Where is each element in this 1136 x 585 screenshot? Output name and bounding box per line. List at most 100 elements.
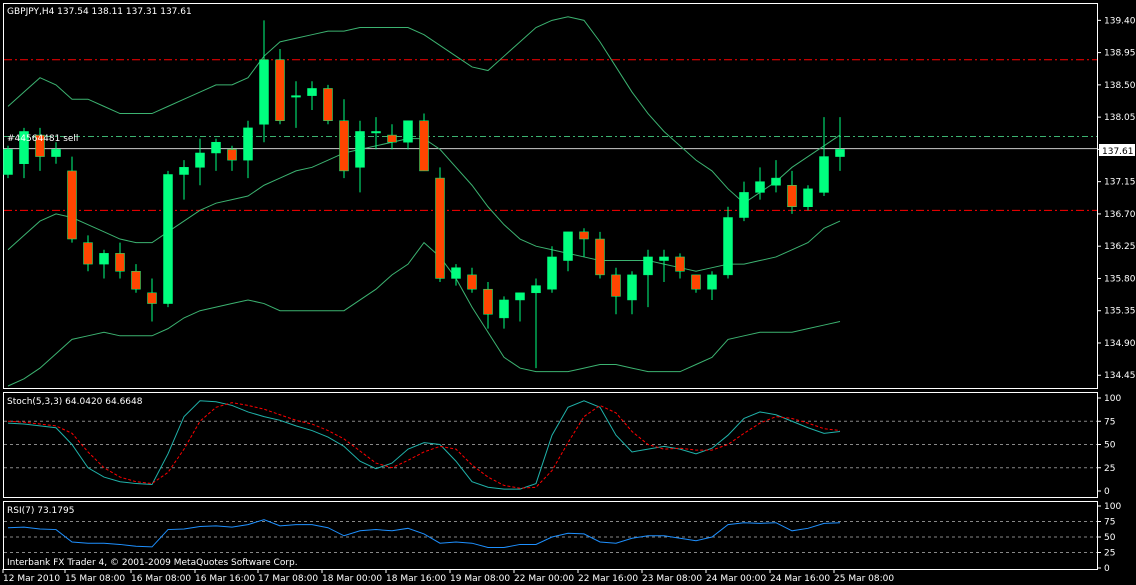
time-tick-label: 16 Mar 16:00	[195, 574, 255, 584]
candle-body	[499, 299, 509, 319]
stoch-axis: 100 75 50 25 0	[1097, 394, 1121, 497]
candle-body	[659, 256, 669, 261]
candle-body	[371, 131, 381, 134]
time-tick-label: 19 Mar 08:00	[450, 574, 510, 584]
candle-body	[147, 292, 157, 304]
candle-body	[83, 242, 93, 265]
candle-body	[387, 134, 397, 143]
candle-body	[99, 253, 109, 265]
bollinger-upper-line	[7, 16, 841, 204]
price-tick-label: 135.80	[1104, 274, 1136, 284]
candle-body	[579, 231, 589, 240]
candle-body	[35, 134, 45, 157]
candle-body	[339, 120, 349, 172]
time-tick-label: 23 Mar 08:00	[642, 574, 702, 584]
candle-body	[51, 149, 61, 157]
candle-body	[563, 231, 573, 261]
stoch-lines	[7, 400, 841, 490]
time-tick-label: 24 Mar 00:00	[706, 574, 766, 584]
time-tick-label: 22 Mar 16:00	[578, 574, 638, 584]
candle-body	[435, 177, 445, 279]
candle-body	[483, 288, 493, 315]
candle-body	[515, 292, 525, 301]
current-price-tag	[1099, 144, 1135, 156]
rsi-tick-label: 25	[1104, 549, 1115, 559]
rsi-pane-title: RSI(7) 73.1795	[7, 506, 74, 516]
time-tick-label: 24 Mar 16:00	[770, 574, 830, 584]
rsi-pane-frame	[3, 501, 1098, 570]
candle-body	[211, 141, 221, 154]
price-tick-label: 138.05	[1104, 113, 1136, 123]
level-lines	[4, 59, 1097, 211]
candle-body	[419, 120, 429, 172]
price-tick-label: 137.15	[1104, 178, 1136, 188]
stoch-pane-title: Stoch(5,3,3) 64.0420 64.6648	[7, 397, 143, 407]
candle-body	[227, 149, 237, 161]
stoch-signal-line	[7, 402, 841, 489]
candle-body	[243, 127, 253, 161]
rsi-line-path	[7, 519, 841, 549]
candle-body	[803, 188, 813, 208]
candle-body	[19, 131, 29, 164]
candle-body	[355, 131, 365, 168]
candle-body	[835, 149, 845, 157]
price-tick-label: 139.40	[1104, 16, 1136, 26]
candle-body	[259, 59, 269, 125]
stoch-tick-label: 50	[1104, 441, 1116, 451]
time-tick-label: 17 Mar 08:00	[258, 574, 318, 584]
time-tick-label: 12 Mar 2010	[3, 574, 60, 584]
stoch-tick-label: 100	[1104, 394, 1121, 404]
rsi-line	[7, 519, 841, 549]
candle-body	[195, 152, 205, 168]
price-tick-label: 134.90	[1104, 339, 1136, 349]
candle-body	[67, 170, 77, 240]
order-label: #44564481 sell	[7, 134, 78, 144]
candle-body	[675, 256, 685, 272]
candle-body	[739, 192, 749, 218]
candle-body	[643, 256, 653, 276]
candle-body	[115, 253, 125, 272]
candle-body	[787, 184, 797, 208]
rsi-tick-label: 100	[1104, 502, 1121, 512]
candle-body	[131, 271, 141, 290]
main-pane-frame	[3, 3, 1098, 389]
rsi-tick-label: 0	[1104, 564, 1110, 574]
price-tick-label: 135.35	[1104, 307, 1136, 317]
candle-body	[611, 274, 621, 297]
stoch-tick-label: 25	[1104, 464, 1115, 474]
copyright-text: Interbank FX Trader 4, © 2001-2009 MetaQ…	[7, 558, 298, 568]
time-tick-label: 18 Mar 00:00	[322, 574, 382, 584]
price-tick-label: 138.95	[1104, 49, 1136, 59]
price-tick-label: 136.70	[1104, 210, 1136, 220]
candle-body	[307, 88, 317, 96]
candles	[3, 20, 845, 369]
time-tick-label: 15 Mar 08:00	[65, 574, 125, 584]
stoch-tick-label: 75	[1104, 417, 1115, 427]
price-tick-label: 138.50	[1104, 81, 1136, 91]
candle-body	[467, 274, 477, 290]
price-tick-label: 136.25	[1104, 242, 1136, 252]
candle-body	[275, 59, 285, 121]
candle-body	[531, 285, 541, 294]
candle-body	[291, 95, 301, 98]
main-pane-title: GBPJPY,H4 137.54 138.11 137.31 137.61	[7, 7, 192, 17]
time-tick-label: 18 Mar 16:00	[386, 574, 446, 584]
candle-body	[403, 120, 413, 143]
candle-body	[179, 167, 189, 175]
time-axis: 12 Mar 2010 15 Mar 08:00 16 Mar 08:00 16 Ma…	[2, 569, 894, 584]
rsi-tick-label: 50	[1104, 533, 1116, 543]
time-tick-label: 16 Mar 08:00	[131, 574, 191, 584]
candle-body	[819, 156, 829, 193]
candle-body	[595, 238, 605, 276]
candle-body	[163, 174, 173, 304]
time-tick-label: 25 Mar 08:00	[834, 574, 894, 584]
candle-body	[723, 217, 733, 276]
price-tick-label: 134.45	[1104, 371, 1136, 381]
stoch-main-line	[7, 400, 841, 490]
candle-body	[627, 274, 637, 301]
candle-body	[323, 88, 333, 121]
rsi-tick-label: 75	[1104, 518, 1115, 528]
rsi-grid	[4, 521, 1097, 553]
bollinger-lower-line	[7, 241, 841, 387]
